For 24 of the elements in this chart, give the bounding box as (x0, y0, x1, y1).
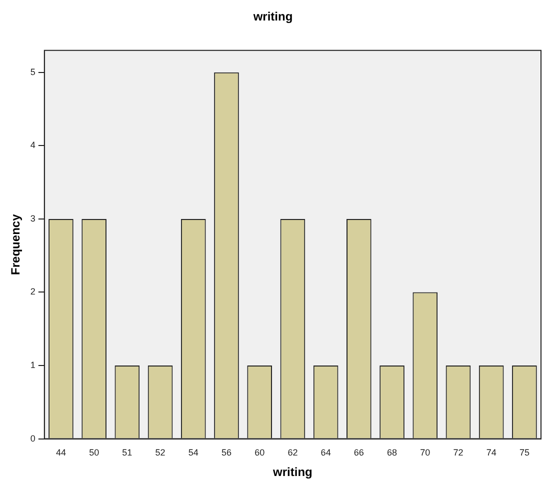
y-tick-label: 0 (30, 433, 36, 444)
x-tick-label: 50 (89, 448, 100, 458)
x-tick-label: 62 (288, 448, 298, 458)
x-tick-label: 68 (387, 448, 398, 458)
x-tick-label: 66 (354, 448, 364, 458)
chart-title: writing (252, 10, 293, 24)
x-tick-label: 74 (486, 448, 496, 458)
x-axis-title: writing (272, 465, 312, 480)
y-tick-label: 5 (30, 66, 36, 77)
x-tick-label: 75 (519, 448, 530, 458)
y-tick-label: 4 (30, 140, 36, 150)
x-tick-label: 64 (320, 448, 331, 458)
x-tick-label: 70 (420, 448, 430, 458)
y-tick-label: 1 (30, 360, 36, 370)
y-tick-label: 2 (30, 286, 36, 297)
x-tick-label: 60 (254, 448, 265, 458)
x-tick-label: 44 (56, 448, 66, 458)
x-tick-label: 51 (122, 448, 132, 458)
x-tick-label: 54 (188, 448, 198, 458)
y-axis-title: Frequency (8, 214, 23, 275)
x-tick-label: 72 (453, 448, 464, 458)
x-tick-label: 56 (221, 448, 232, 458)
x-tick-label: 52 (155, 448, 166, 458)
y-tick-label: 3 (30, 213, 36, 224)
